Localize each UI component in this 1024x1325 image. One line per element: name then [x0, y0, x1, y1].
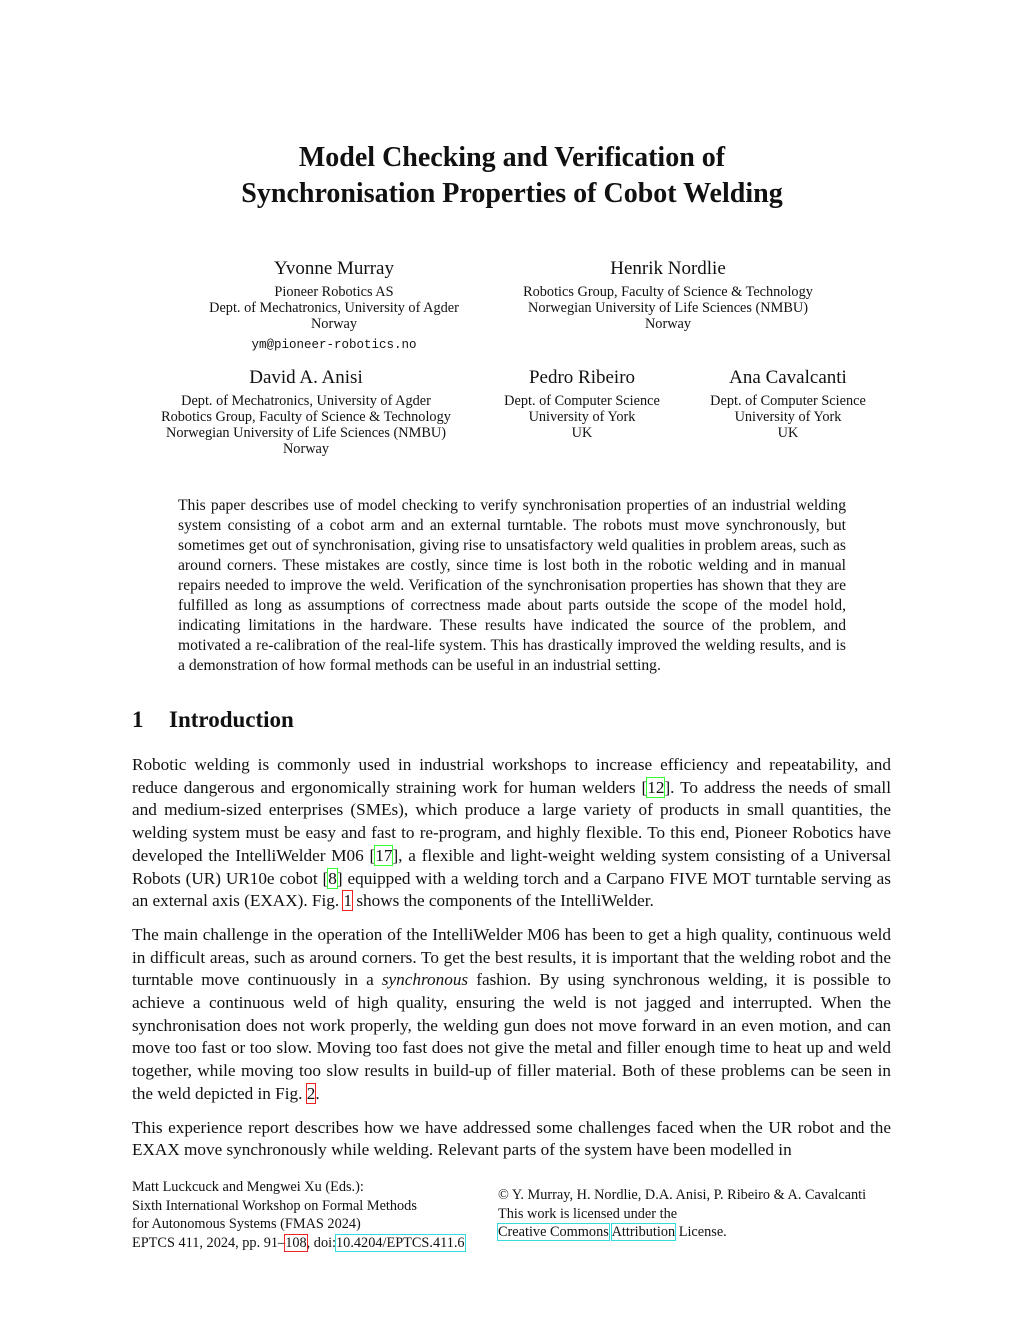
author-affiliation: Norway — [644, 316, 692, 332]
author-name: Ana Cavalcanti — [729, 367, 847, 388]
author-name: Pedro Ribeiro — [528, 367, 636, 388]
section-heading: 1 Introduction — [132, 707, 294, 733]
text-run: synchronous — [381, 970, 469, 990]
author-affiliation: Dept. of Computer Science — [504, 393, 660, 409]
body-text: Robotic welding is commonly used in indu… — [132, 754, 891, 1173]
text-run: This experience report describes how we … — [132, 1117, 891, 1160]
author-affiliation: Pioneer Robotics AS — [274, 284, 394, 300]
author-affiliation: Dept. of Computer Science — [710, 393, 866, 409]
attribution-link[interactable]: Attribution — [610, 1223, 677, 1241]
text-run: ] equipped with a welding torch and a Ca… — [132, 868, 891, 911]
paragraph: This experience report describes how we … — [132, 1117, 891, 1162]
author-affiliation: Norway — [310, 316, 358, 332]
text-run: ]. To address the needs of small and med… — [132, 777, 891, 865]
creative-commons-link[interactable]: Creative Commons — [497, 1223, 610, 1241]
author-affiliation: University of York — [734, 409, 842, 425]
author-affiliation: UK — [777, 425, 799, 441]
author-name: Yvonne Murray — [274, 258, 394, 279]
text-run: ], a flexible and light-weight welding s… — [132, 845, 891, 888]
author-affiliation: Norway — [282, 441, 330, 457]
author-email[interactable]: ym@pioneer-robotics.no — [251, 338, 417, 352]
author-affiliation: Dept. of Mechatronics, University of Agd… — [209, 300, 459, 316]
citation-link[interactable]: 8 — [327, 867, 338, 889]
section-title: Introduction — [169, 707, 294, 732]
author-block: Pedro Ribeiro Dept. of Computer Science Un… — [492, 366, 672, 441]
author-name: David A. Anisi — [249, 367, 363, 388]
author-affiliation: Dept. of Mechatronics, University of Agd… — [181, 393, 431, 409]
citation-link[interactable]: 12 — [646, 776, 666, 798]
abstract: This paper describes use of model checki… — [178, 497, 846, 674]
author-block: David A. Anisi Dept. of Mechatronics, Uni… — [146, 366, 466, 457]
author-block: Henrik Nordlie Robotics Group, Faculty of… — [493, 257, 843, 332]
text-run: Robotic welding is commonly used in indu… — [132, 755, 891, 797]
paper-title: Model Checking and Verification of Synch… — [241, 142, 783, 209]
author-name: Henrik Nordlie — [610, 258, 726, 279]
author-block: Ana Cavalcanti Dept. of Computer Science U… — [698, 366, 878, 441]
author-affiliation: Robotics Group, Faculty of Science & Tec… — [523, 284, 813, 300]
last-page-link[interactable]: 108 — [284, 1233, 308, 1252]
figure-ref-link[interactable]: 2 — [305, 1082, 317, 1104]
author-affiliation: Norwegian University of Life Sciences (N… — [166, 425, 446, 441]
section-number: 1 — [132, 707, 144, 732]
footer-right: © Y. Murray, H. Nordlie, D.A. Anisi, P. … — [497, 1187, 867, 1241]
text-run: shows the components of the IntelliWelde… — [352, 891, 654, 911]
text-run: . — [315, 1083, 320, 1103]
author-affiliation: University of York — [528, 409, 636, 425]
text-run: fashion. By using synchronous welding, i… — [132, 970, 891, 1103]
figure-ref-link[interactable]: 1 — [342, 890, 354, 912]
footer-left: Matt Luckcuck and Mengwei Xu (Eds.): Six… — [132, 1179, 466, 1252]
author-affiliation: UK — [571, 425, 593, 441]
author-affiliation: Robotics Group, Faculty of Science & Tec… — [161, 409, 451, 425]
citation-link[interactable]: 17 — [374, 844, 394, 866]
author-affiliation: Norwegian University of Life Sciences (N… — [528, 300, 808, 316]
paragraph: The main challenge in the operation of t… — [132, 924, 891, 1106]
text-run: The main challenge in the operation of t… — [132, 924, 891, 990]
author-block: Yvonne Murray Pioneer Robotics AS Dept. of… — [184, 257, 484, 352]
doi-link[interactable]: 10.4204/EPTCS.411.6 — [335, 1233, 466, 1252]
paragraph: Robotic welding is commonly used in indu… — [132, 754, 891, 913]
